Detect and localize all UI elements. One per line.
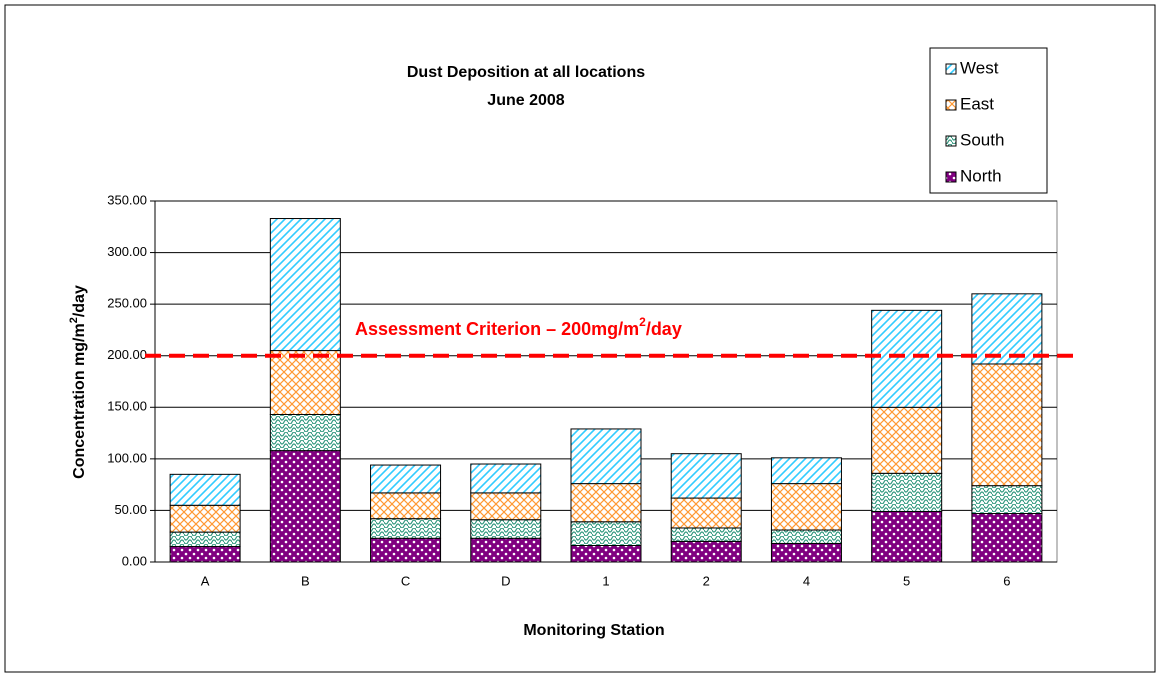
bar-segment (269, 218, 341, 352)
y-tick-label: 250.00 (107, 296, 147, 311)
bar-segment (871, 406, 943, 474)
bar-segment (470, 537, 542, 563)
y-axis-label-text: /day (71, 285, 88, 317)
bar-segment (570, 483, 642, 523)
y-tick-label: 150.00 (107, 399, 147, 414)
y-tick-label: 100.00 (107, 450, 147, 465)
chart-title: Dust Deposition at all locations (407, 64, 645, 81)
bar-segment (269, 450, 341, 563)
bar-segment (269, 350, 341, 416)
y-tick-label: 0.00 (122, 553, 147, 568)
bar-segment (370, 518, 442, 539)
bar-segment (370, 537, 442, 563)
bar-segment (570, 521, 642, 546)
y-tick-label: 350.00 (107, 192, 147, 207)
bar-segment (770, 483, 842, 531)
bar-segment (770, 542, 842, 563)
criterion-label-sup: 2 (639, 315, 646, 329)
bar-segment (370, 492, 442, 520)
x-axis-label: Monitoring Station (523, 622, 664, 639)
y-tick-label: 200.00 (107, 347, 147, 362)
x-tick-label: 1 (602, 573, 609, 588)
bar-segment (169, 504, 241, 533)
bar-segment (269, 414, 341, 452)
bar-segment (971, 293, 1043, 365)
bar-segment (871, 309, 943, 408)
y-tick-label: 300.00 (107, 244, 147, 259)
legend-swatch (945, 171, 957, 183)
x-tick-label: 6 (1003, 573, 1010, 588)
legend-swatch (945, 63, 957, 75)
bar-segment (971, 513, 1043, 563)
y-axis-label-sup: 2 (68, 317, 80, 323)
legend-swatch (945, 135, 957, 147)
x-tick-label: 4 (803, 573, 810, 588)
x-tick-label: 2 (703, 573, 710, 588)
bar-segment (470, 463, 542, 494)
bar-segment (770, 529, 842, 544)
bar-segment (169, 546, 241, 563)
bar-segment (670, 540, 742, 563)
bar-segment (770, 457, 842, 485)
bar-segment (570, 428, 642, 485)
bar-segment (169, 473, 241, 506)
legend-swatch (945, 99, 957, 111)
bar-segment (871, 510, 943, 563)
legend-label: North (960, 166, 1002, 185)
legend-label: South (960, 130, 1004, 149)
y-axis-label-text: Concentration mg/m (71, 323, 88, 479)
bar-segment (670, 497, 742, 529)
chart-subtitle: June 2008 (487, 92, 564, 109)
x-tick-label: B (301, 573, 310, 588)
bar-segment (570, 544, 642, 563)
bar-segment (670, 453, 742, 499)
legend-label: East (960, 94, 994, 113)
x-tick-label: D (501, 573, 510, 588)
bar-segment (370, 464, 442, 494)
bar-segment (169, 531, 241, 548)
y-tick-label: 50.00 (114, 502, 147, 517)
y-axis-label: Concentration mg/m2/day (68, 285, 88, 479)
x-tick-label: C (401, 573, 410, 588)
bar-segment (871, 472, 943, 512)
x-tick-label: 5 (903, 573, 910, 588)
bar-segment (670, 527, 742, 542)
x-tick-label: A (201, 573, 210, 588)
bar-segment (470, 492, 542, 521)
bar-segment (971, 485, 1043, 515)
criterion-label-text: Assessment Criterion – 200mg/m (355, 319, 639, 339)
bar-segment (971, 363, 1043, 487)
criterion-label: Assessment Criterion – 200mg/m2/day (355, 315, 682, 339)
bar-segment (470, 519, 542, 539)
criterion-label-text: /day (646, 319, 682, 339)
legend-label: West (960, 58, 999, 77)
